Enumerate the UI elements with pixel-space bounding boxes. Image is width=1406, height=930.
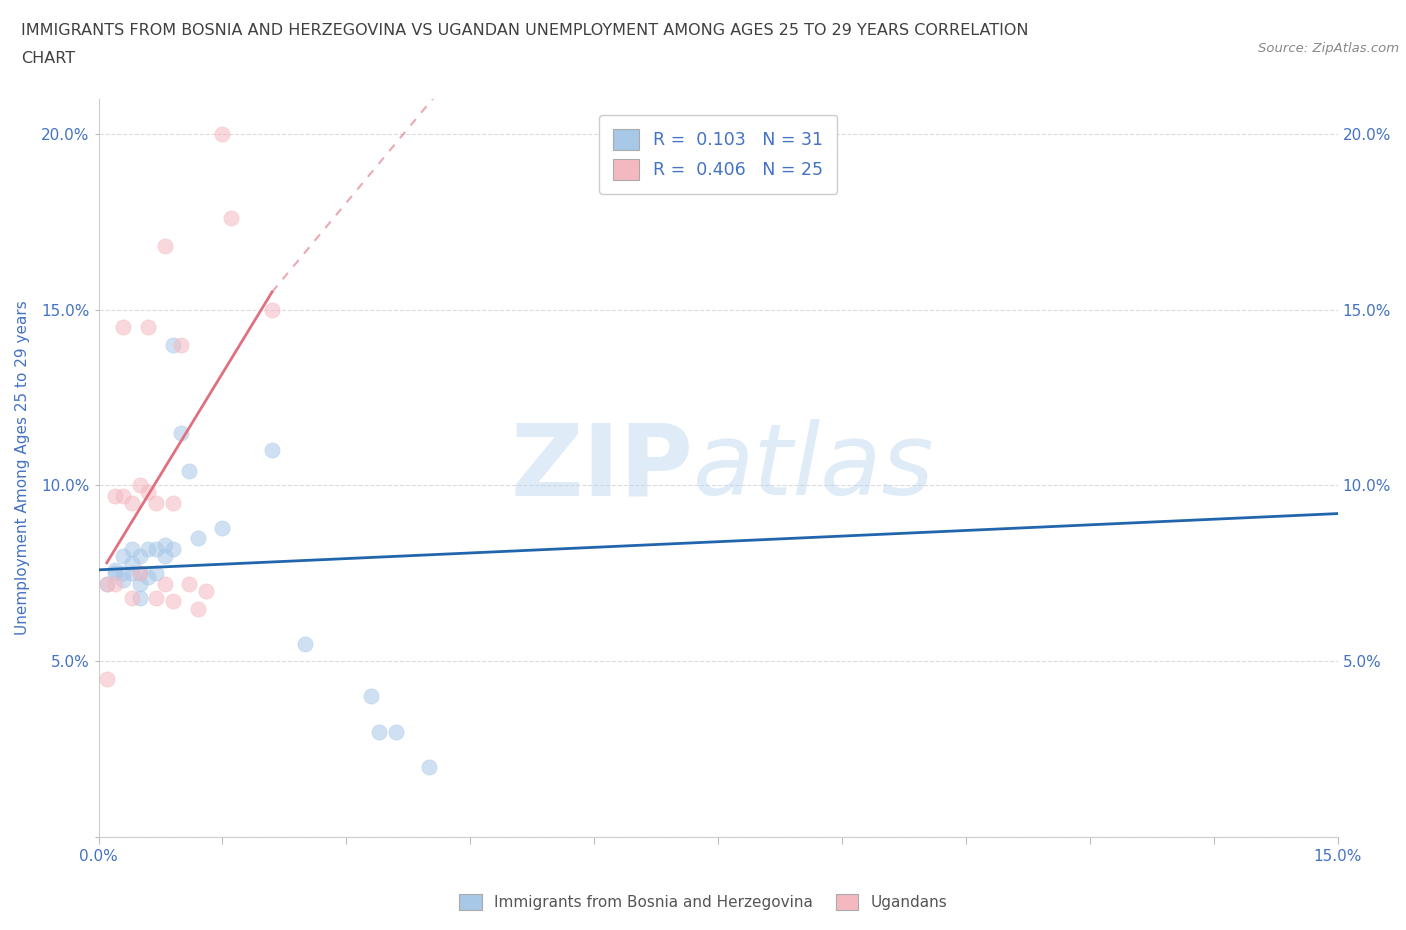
Point xyxy=(219,211,242,226)
Text: IMMIGRANTS FROM BOSNIA AND HERZEGOVINA VS UGANDAN UNEMPLOYMENT AMONG AGES 25 TO : IMMIGRANTS FROM BOSNIA AND HERZEGOVINA V… xyxy=(21,23,1029,38)
Point xyxy=(153,239,176,254)
Point xyxy=(187,531,209,546)
Point xyxy=(104,566,127,581)
Point xyxy=(385,724,408,739)
Point xyxy=(136,320,159,335)
Point xyxy=(153,538,176,552)
Legend: Immigrants from Bosnia and Herzegovina, Ugandans: Immigrants from Bosnia and Herzegovina, … xyxy=(451,886,955,918)
Point xyxy=(368,724,391,739)
Point xyxy=(128,566,150,581)
Point xyxy=(145,591,167,605)
Point xyxy=(360,689,382,704)
Point xyxy=(170,338,193,352)
Point xyxy=(179,577,201,591)
Text: Source: ZipAtlas.com: Source: ZipAtlas.com xyxy=(1258,42,1399,55)
Point xyxy=(121,566,143,581)
Point xyxy=(260,443,283,458)
Point xyxy=(128,478,150,493)
Point xyxy=(121,555,143,570)
Point xyxy=(96,671,118,686)
Point xyxy=(121,591,143,605)
Point xyxy=(260,302,283,317)
Point xyxy=(145,541,167,556)
Point xyxy=(211,126,233,141)
Point xyxy=(104,577,127,591)
Point xyxy=(170,425,193,440)
Point xyxy=(145,566,167,581)
Point xyxy=(112,549,135,564)
Point xyxy=(96,577,118,591)
Point xyxy=(104,563,127,578)
Point xyxy=(211,520,233,535)
Point xyxy=(128,549,150,564)
Point xyxy=(128,577,150,591)
Text: CHART: CHART xyxy=(21,51,75,66)
Point xyxy=(136,569,159,584)
Point xyxy=(96,577,118,591)
Point xyxy=(121,541,143,556)
Legend: R =  0.103   N = 31, R =  0.406   N = 25: R = 0.103 N = 31, R = 0.406 N = 25 xyxy=(599,114,837,193)
Point xyxy=(128,591,150,605)
Point xyxy=(128,566,150,581)
Point xyxy=(121,496,143,511)
Point xyxy=(179,464,201,479)
Point xyxy=(112,320,135,335)
Point xyxy=(136,541,159,556)
Point xyxy=(162,594,184,609)
Y-axis label: Unemployment Among Ages 25 to 29 years: Unemployment Among Ages 25 to 29 years xyxy=(15,300,30,635)
Point xyxy=(187,601,209,616)
Point xyxy=(104,488,127,503)
Point xyxy=(153,549,176,564)
Point xyxy=(162,541,184,556)
Point xyxy=(145,496,167,511)
Text: ZIP: ZIP xyxy=(510,419,693,516)
Point xyxy=(112,566,135,581)
Text: atlas: atlas xyxy=(693,419,935,516)
Point xyxy=(162,496,184,511)
Point xyxy=(112,573,135,588)
Point xyxy=(294,636,316,651)
Point xyxy=(112,488,135,503)
Point xyxy=(153,577,176,591)
Point xyxy=(162,338,184,352)
Point xyxy=(418,759,440,774)
Point xyxy=(136,485,159,500)
Point xyxy=(194,583,217,598)
